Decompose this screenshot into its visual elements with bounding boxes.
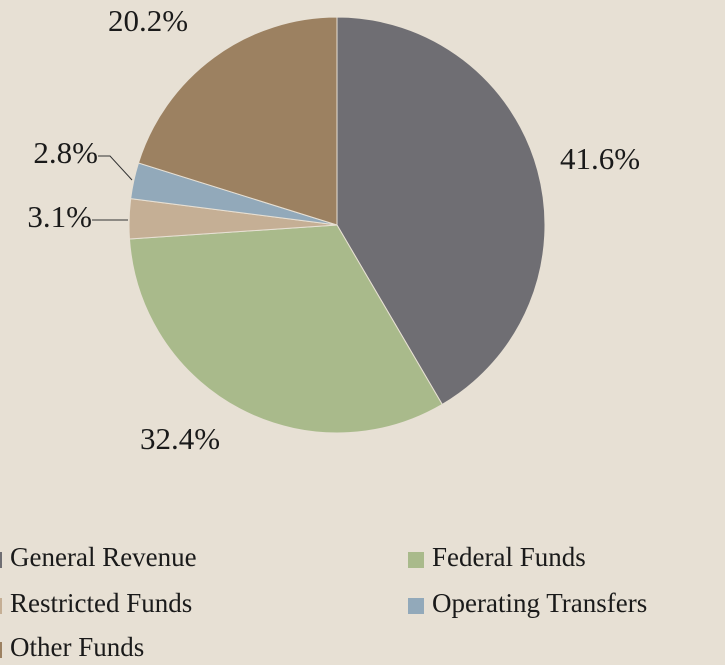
legend-label: Federal Funds [432, 542, 586, 572]
data-label: 3.1% [27, 199, 92, 234]
legend-swatch [408, 598, 424, 614]
legend-label: Restricted Funds [10, 588, 192, 618]
pie-slice [128, 224, 443, 434]
legend-swatch [0, 552, 2, 568]
legend-label: Operating Transfers [432, 588, 647, 618]
legend-label: Other Funds [10, 632, 144, 662]
legend-swatch [408, 552, 424, 568]
data-label: 32.4% [140, 421, 220, 456]
legend-label: General Revenue [10, 542, 197, 572]
data-label: 20.2% [108, 3, 188, 38]
pie-slice [336, 16, 546, 406]
data-label: 2.8% [33, 135, 98, 170]
leader-line [98, 155, 133, 181]
data-label: 41.6% [560, 141, 640, 176]
legend-swatch [0, 598, 2, 614]
pie-slice [137, 16, 338, 226]
legend-swatch [0, 642, 2, 658]
